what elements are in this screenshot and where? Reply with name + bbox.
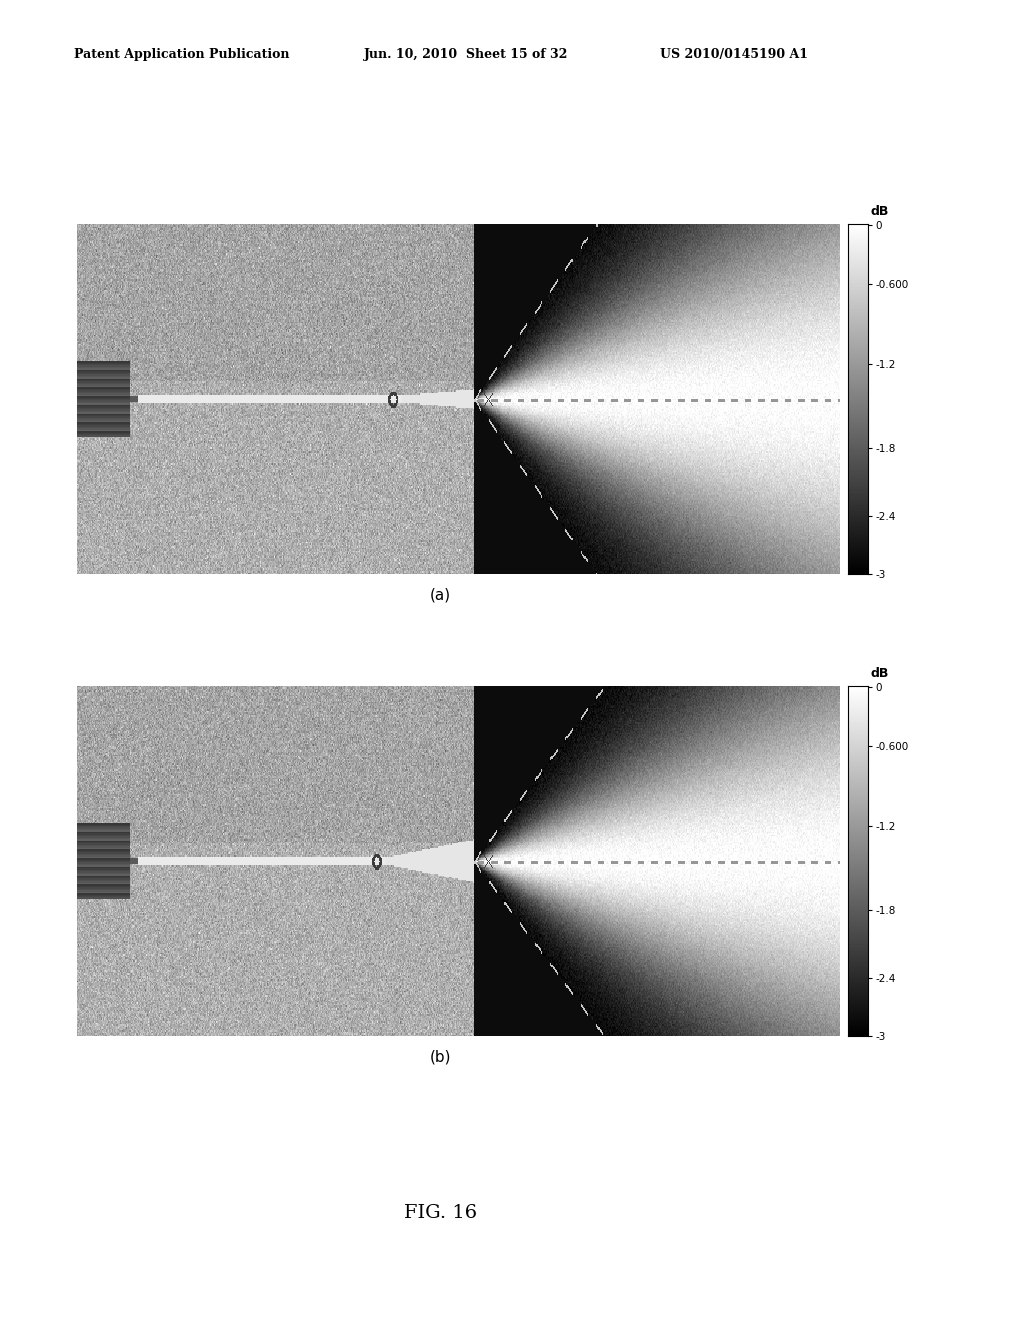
Text: Patent Application Publication: Patent Application Publication	[74, 48, 289, 61]
Text: (a): (a)	[430, 587, 451, 602]
Text: FIG. 16: FIG. 16	[403, 1204, 477, 1222]
Text: (b): (b)	[430, 1049, 451, 1064]
Text: US 2010/0145190 A1: US 2010/0145190 A1	[660, 48, 809, 61]
Text: Jun. 10, 2010  Sheet 15 of 32: Jun. 10, 2010 Sheet 15 of 32	[364, 48, 568, 61]
Text: dB: dB	[870, 205, 889, 218]
Text: dB: dB	[870, 667, 889, 680]
